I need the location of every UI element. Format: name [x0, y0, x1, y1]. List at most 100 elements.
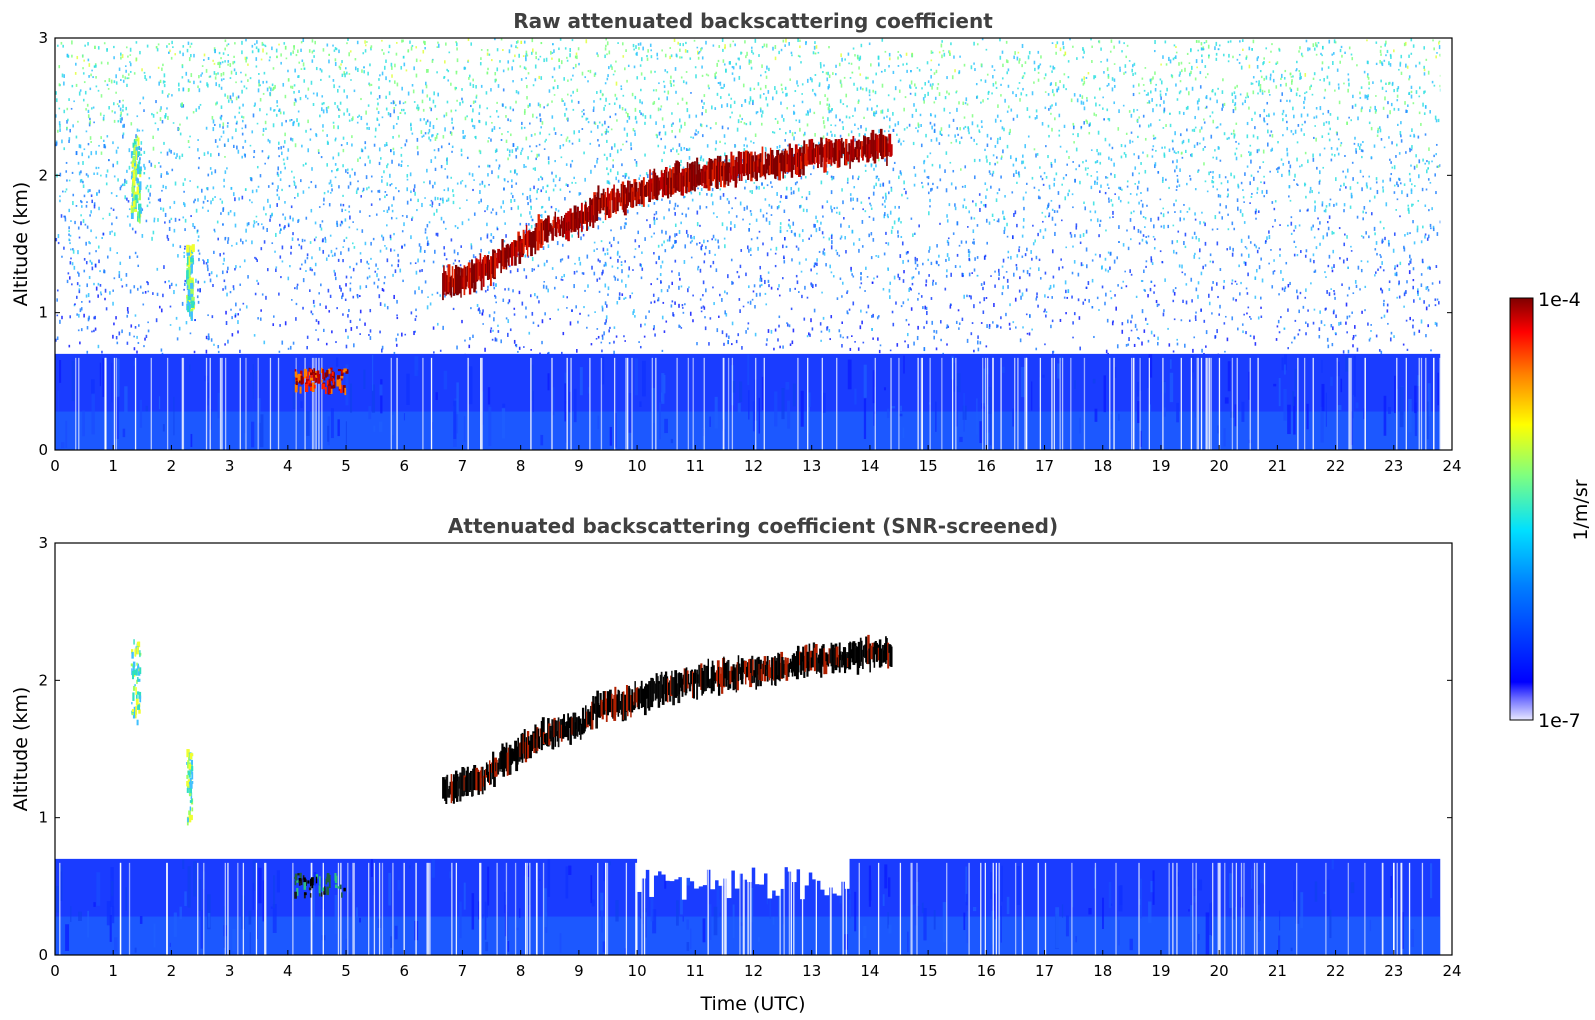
noise-speck [1096, 176, 1099, 181]
noise-speck [684, 244, 687, 249]
noise-speck [276, 105, 279, 107]
noise-speck [457, 226, 459, 230]
noise-speck [289, 215, 292, 220]
noise-speck [785, 38, 787, 43]
noise-speck [342, 164, 344, 168]
noise-speck [1130, 113, 1133, 118]
noise-speck [1435, 55, 1437, 59]
noise-speck [1281, 92, 1284, 96]
noise-speck [267, 155, 270, 158]
noise-speck [1181, 271, 1184, 274]
noise-speck [101, 350, 103, 354]
noise-speck [356, 294, 359, 299]
noise-speck [1276, 61, 1279, 65]
noise-speck [774, 56, 777, 61]
noise-speck [392, 196, 395, 201]
noise-speck [763, 186, 765, 190]
noise-speck [749, 247, 752, 252]
noise-speck [452, 307, 455, 311]
noise-speck [1418, 95, 1421, 98]
noise-speck [378, 95, 381, 99]
noise-speck [87, 109, 90, 113]
noise-speck [954, 134, 956, 138]
noise-speck [579, 192, 582, 195]
noise-speck [384, 144, 386, 147]
noise-speck [82, 67, 84, 70]
noise-speck [1270, 249, 1272, 251]
noise-speck [812, 51, 815, 55]
noise-speck [828, 110, 830, 114]
noise-speck [611, 66, 613, 70]
noise-speck [846, 291, 848, 294]
noise-speck [1084, 167, 1087, 171]
noise-speck [515, 41, 518, 44]
noise-speck [1162, 213, 1165, 218]
noise-speck [1054, 117, 1056, 121]
noise-speck [1182, 111, 1185, 115]
noise-speck [857, 347, 860, 351]
noise-speck [349, 282, 352, 285]
noise-speck [1022, 218, 1025, 222]
noise-speck [761, 64, 763, 68]
noise-speck [1380, 316, 1383, 319]
noise-speck [297, 192, 299, 197]
noise-speck [594, 72, 597, 76]
noise-speck [182, 104, 185, 108]
noise-speck [426, 94, 429, 98]
noise-speck [349, 287, 352, 292]
noise-speck [992, 321, 994, 324]
noise-speck [141, 208, 144, 211]
noise-speck [168, 226, 171, 231]
noise-speck [234, 42, 236, 45]
noise-speck [1222, 78, 1224, 82]
noise-speck [830, 235, 833, 240]
noise-speck [1315, 115, 1318, 119]
noise-speck [780, 48, 783, 52]
noise-speck [1347, 78, 1350, 82]
noise-speck [181, 153, 184, 157]
noise-speck [402, 102, 405, 105]
noise-speck [1052, 284, 1055, 288]
noise-speck [899, 254, 902, 258]
noise-speck [760, 114, 763, 118]
noise-speck [1113, 63, 1116, 65]
noise-speck [515, 45, 517, 49]
noise-speck [995, 198, 998, 203]
noise-speck [1231, 252, 1234, 257]
noise-speck [1107, 73, 1110, 78]
noise-speck [1360, 143, 1362, 146]
noise-speck [814, 93, 817, 97]
noise-speck [289, 119, 291, 122]
noise-speck [798, 233, 801, 238]
noise-speck [850, 269, 853, 273]
noise-speck [1174, 131, 1176, 136]
noise-speck [554, 79, 556, 82]
noise-speck [253, 220, 256, 223]
noise-speck [1202, 48, 1205, 51]
noise-speck [1412, 324, 1414, 329]
noise-speck [1216, 228, 1219, 230]
noise-speck [431, 134, 433, 138]
noise-speck [644, 323, 646, 326]
noise-speck [958, 141, 961, 145]
noise-speck [586, 254, 589, 259]
noise-speck [216, 274, 218, 278]
noise-speck [148, 177, 151, 180]
noise-speck [1147, 339, 1150, 343]
noise-speck [661, 349, 664, 352]
noise-speck [487, 140, 489, 143]
noise-speck [331, 254, 334, 257]
noise-speck [1279, 248, 1281, 251]
noise-speck [1176, 185, 1178, 188]
noise-speck [245, 38, 247, 42]
noise-speck [1090, 175, 1093, 177]
noise-speck [520, 78, 523, 81]
noise-speck [281, 122, 283, 127]
noise-speck [608, 103, 611, 105]
noise-speck [379, 302, 382, 306]
noise-speck [996, 220, 999, 223]
noise-speck [790, 191, 793, 195]
noise-speck [905, 318, 908, 322]
noise-speck [825, 71, 828, 75]
noise-speck [1352, 292, 1355, 295]
